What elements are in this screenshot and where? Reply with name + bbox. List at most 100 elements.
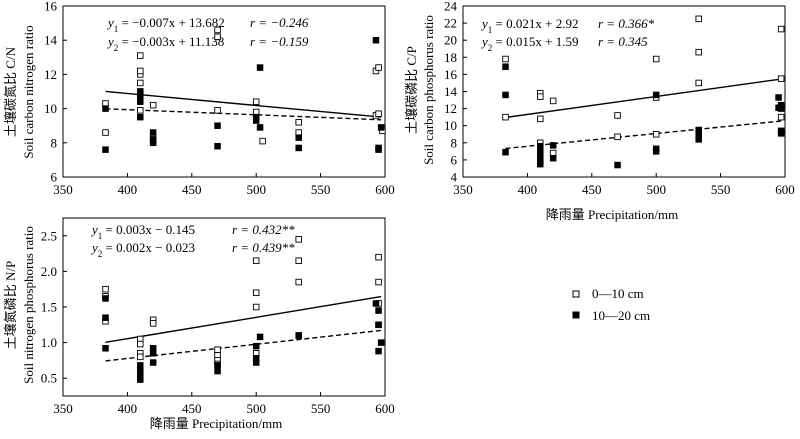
- legend-label-10-20: 10—20 cm: [592, 308, 650, 323]
- point-10-20cm: [149, 350, 157, 357]
- point-10-20cm: [256, 333, 264, 341]
- point-10-20cm: [295, 144, 302, 152]
- point-0-10cm: [695, 15, 702, 23]
- y-tick-label: 16: [44, 0, 58, 14]
- fit-line-10-20cm: [105, 108, 382, 121]
- x-tick-label: 600: [375, 401, 395, 416]
- point-0-10cm: [652, 130, 660, 138]
- panel-cn-ylabel-cn: 土壤碳氮比 C/N: [3, 46, 18, 137]
- x-tick-label: 400: [518, 182, 538, 197]
- fit-line-10-20cm: [105, 329, 382, 362]
- panel-np-equation-1: y1 = 0.003x − 0.145: [90, 222, 195, 241]
- panel-cp-r-2: r = 0.345: [598, 34, 648, 49]
- point-0-10cm: [137, 67, 144, 75]
- point-0-10cm: [614, 133, 621, 141]
- y-tick-label: 20: [444, 33, 457, 48]
- point-10-20cm: [214, 362, 221, 369]
- x-tick-label: 600: [375, 182, 395, 197]
- y-tick-label: 16: [444, 67, 458, 82]
- point-10-20cm: [149, 139, 157, 147]
- panel-cp-plot-frame: [462, 5, 786, 178]
- point-10-20cm: [549, 142, 557, 149]
- x-tick-label: 500: [246, 401, 266, 416]
- point-0-10cm: [375, 64, 382, 71]
- y-tick-label: 12: [444, 101, 457, 116]
- point-10-20cm: [256, 64, 264, 71]
- point-0-10cm: [137, 340, 144, 348]
- y-tick-label: 22: [444, 16, 457, 31]
- point-0-10cm: [102, 285, 109, 293]
- point-10-20cm: [137, 113, 144, 121]
- point-10-20cm: [775, 94, 782, 101]
- panel-cn-r-1: r = −0.246: [250, 15, 309, 30]
- point-0-10cm: [695, 79, 702, 87]
- point-10-20cm: [102, 146, 109, 153]
- point-0-10cm: [252, 98, 260, 106]
- x-tick-label: 350: [53, 401, 73, 416]
- x-tick-label: 600: [775, 182, 795, 197]
- y-tick-label: 4: [451, 170, 458, 185]
- point-10-20cm: [252, 117, 260, 124]
- point-10-20cm: [102, 314, 109, 321]
- point-10-20cm: [137, 376, 144, 383]
- point-0-10cm: [295, 257, 302, 264]
- point-0-10cm: [502, 113, 509, 121]
- point-10-20cm: [549, 154, 557, 162]
- point-10-20cm: [252, 342, 260, 350]
- y-tick-label: 1.0: [41, 335, 57, 350]
- point-0-10cm: [295, 119, 302, 126]
- point-0-10cm: [502, 55, 509, 63]
- point-10-20cm: [214, 367, 221, 375]
- point-10-20cm: [695, 136, 702, 143]
- point-10-20cm: [372, 36, 380, 44]
- point-10-20cm: [214, 142, 221, 150]
- point-10-20cm: [375, 347, 382, 355]
- panel-cp-xlabel: 降雨量 Precipitation/mm: [546, 207, 679, 222]
- point-0-10cm: [537, 93, 544, 100]
- point-0-10cm: [137, 79, 144, 87]
- panel-cn-r-2: r = −0.159: [250, 34, 309, 49]
- point-0-10cm: [777, 75, 785, 82]
- y-tick-label: 10: [444, 118, 457, 133]
- y-tick-label: 6: [51, 170, 58, 185]
- point-10-20cm: [377, 124, 385, 131]
- point-0-10cm: [214, 107, 221, 114]
- x-tick-label: 450: [182, 401, 202, 416]
- point-10-20cm: [537, 160, 544, 168]
- point-0-10cm: [375, 110, 382, 117]
- x-tick-label: 550: [311, 182, 331, 197]
- panel-np-equation-2: y2 = 0.002x − 0.023: [90, 240, 195, 259]
- point-10-20cm: [149, 129, 157, 136]
- panel-cp-ylabel-en: Soil carbon phosphorus ratio: [421, 15, 436, 165]
- point-10-20cm: [102, 105, 109, 112]
- panel-cp-equation-2: y2 = 0.015x + 1.59: [480, 34, 578, 53]
- y-tick-label: 18: [444, 50, 457, 65]
- legend-label-0-10: 0—10 cm: [592, 286, 644, 301]
- point-0-10cm: [214, 26, 221, 34]
- point-10-20cm: [295, 134, 302, 141]
- point-0-10cm: [137, 107, 144, 114]
- point-10-20cm: [137, 362, 144, 369]
- panel-cn-plot-frame: [62, 5, 386, 178]
- point-10-20cm: [214, 122, 221, 129]
- panel-cp-ylabel-cn: 土壤碳磷比 C/P: [404, 46, 419, 134]
- point-10-20cm: [377, 339, 385, 346]
- point-0-10cm: [295, 236, 302, 243]
- panel-np-ylabel-en: Soil nitrogen phosphorus ratio: [21, 226, 36, 384]
- point-10-20cm: [372, 300, 380, 307]
- panel-cn-equation-2: y2 = −0.003x + 11.138: [106, 34, 224, 53]
- x-tick-label: 350: [453, 182, 473, 197]
- panel-np-xlabel: 降雨量 Precipitation/mm: [150, 416, 283, 431]
- point-0-10cm: [137, 353, 144, 361]
- point-10-20cm: [777, 105, 785, 112]
- panel-cn-equation-1: y1 = −0.007x + 13.682: [106, 15, 225, 34]
- point-10-20cm: [375, 144, 382, 152]
- point-10-20cm: [295, 332, 302, 339]
- legend-filled-square-marker: [572, 311, 580, 319]
- panel-cp-equation-1: y1 = 0.021x + 2.92: [480, 16, 578, 35]
- point-10-20cm: [137, 88, 144, 95]
- x-tick-label: 350: [53, 182, 73, 197]
- panel-cp: 土壤碳磷比 C/P Soil carbon phosphorus ratio 降…: [404, 0, 795, 222]
- y-tick-label: 0.5: [41, 371, 57, 386]
